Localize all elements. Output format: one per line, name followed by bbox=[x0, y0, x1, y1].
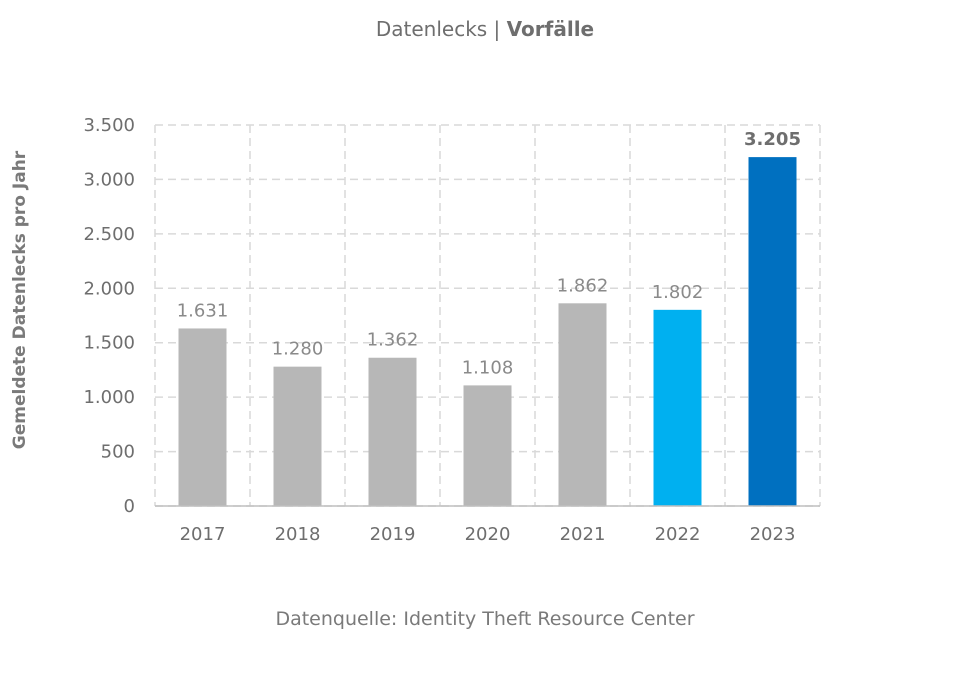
y-tick-label: 3.000 bbox=[83, 169, 135, 190]
x-tick-label: 2018 bbox=[275, 524, 321, 545]
y-tick-label: 0 bbox=[124, 496, 135, 517]
x-tick-label: 2017 bbox=[180, 524, 226, 545]
x-tick-label: 2020 bbox=[465, 524, 511, 545]
x-tick-label: 2021 bbox=[560, 524, 606, 545]
chart-title-regular: Datenlecks | bbox=[375, 17, 507, 41]
y-tick-label: 1.500 bbox=[83, 333, 135, 354]
data-source-note: Datenquelle: Identity Theft Resource Cen… bbox=[275, 608, 695, 630]
x-tick-label: 2019 bbox=[370, 524, 416, 545]
bar-data-label: 1.108 bbox=[462, 357, 514, 378]
bar-data-label: 1.802 bbox=[652, 282, 704, 303]
chart-title-bold: Vorfälle bbox=[506, 17, 595, 41]
y-tick-label: 2.500 bbox=[83, 224, 135, 245]
bar-data-label: 1.362 bbox=[367, 330, 419, 351]
x-tick-label: 2023 bbox=[750, 524, 796, 545]
bar bbox=[558, 303, 607, 506]
y-tick-label: 1.000 bbox=[83, 387, 135, 408]
bar bbox=[463, 385, 512, 506]
y-tick-label: 2.000 bbox=[83, 278, 135, 299]
bar bbox=[653, 309, 702, 506]
y-tick-label: 3.500 bbox=[83, 115, 135, 136]
bar-data-label: 1.862 bbox=[557, 275, 609, 296]
bar-data-label: 1.280 bbox=[272, 339, 324, 360]
bar-data-label: 1.631 bbox=[177, 300, 229, 321]
bar bbox=[368, 357, 417, 506]
bar bbox=[178, 328, 227, 506]
bar-data-label: 3.205 bbox=[744, 129, 801, 150]
bar bbox=[273, 366, 322, 506]
y-tick-label: 500 bbox=[101, 442, 135, 463]
chart-title: Datenlecks | Vorfälle bbox=[0, 17, 970, 41]
bar bbox=[748, 157, 797, 506]
x-tick-label: 2022 bbox=[655, 524, 701, 545]
